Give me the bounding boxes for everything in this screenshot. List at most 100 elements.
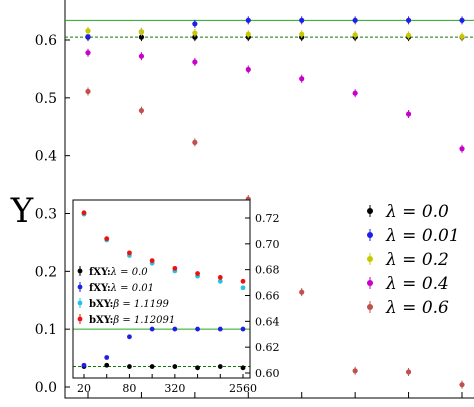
main-data-point: [138, 53, 145, 59]
main-data-point: [85, 88, 91, 95]
main-data-point: [405, 17, 412, 23]
inset-data-point: [240, 365, 246, 371]
main-data-point: [352, 32, 358, 38]
inset-data-point: [81, 362, 87, 368]
main-data-point: [459, 33, 465, 40]
inset-data-point: [104, 362, 110, 368]
legend-label: λ = 0.4: [385, 274, 449, 294]
inset-data-point: [217, 364, 223, 369]
main-y-tick-label: 0.0: [35, 380, 57, 396]
legend-label: λ = 0.01: [385, 226, 460, 246]
main-data-point: [299, 76, 305, 82]
main-data-point: [299, 31, 305, 37]
inset-legend: fXY:λ = 0.0 fXY:λ = 0.01 bXY:β = 1.1199 bXY…: [77, 266, 175, 326]
main-reference-lines: [65, 19, 474, 38]
inset-legend-label: fXY:λ = 0.01: [89, 283, 154, 294]
main-y-tick-label: 0.4: [35, 149, 57, 165]
inset-data-point: [81, 210, 87, 216]
inset-y-tick-label: 0.60: [255, 367, 280, 380]
legend-marker: [367, 208, 373, 214]
main-data-point: [138, 107, 145, 114]
main-data-point: [192, 21, 198, 27]
main-data-point: [85, 28, 91, 34]
inset-data-points: [81, 210, 246, 371]
main-data-point: [85, 50, 91, 56]
inset-y-tick-label: 0.66: [255, 290, 280, 303]
inset-y-tick-label: 0.68: [255, 264, 280, 277]
inset-plot-frame: [72, 199, 251, 379]
inset-data-point: [127, 364, 132, 369]
inset-y-tick-label: 0.72: [255, 212, 280, 225]
inset-data-point: [195, 326, 200, 332]
main-data-point: [352, 90, 358, 96]
main-data-point: [405, 32, 412, 38]
inset-legend-marker: [77, 316, 83, 322]
main-data-point: [405, 369, 412, 375]
main-data-point: [138, 34, 145, 40]
legend-marker: [367, 232, 373, 238]
inset-x-tick-label: 320: [164, 382, 185, 395]
main-data-point: [459, 382, 465, 388]
legend-marker: [367, 304, 373, 310]
inset-data-point: [240, 326, 246, 332]
main-data-point: [245, 31, 251, 37]
main-y-tick-label: 0.1: [35, 322, 57, 338]
main-plot: 0.00.10.20.30.40.50.6 Υ λ = 0.0λ = 0.01λ…: [10, 0, 474, 399]
inset-legend-label: bXY:β = 1.1199: [89, 299, 170, 310]
main-y-tick-label: 0.6: [35, 33, 57, 49]
main-data-point: [405, 111, 412, 117]
inset-data-point: [149, 364, 155, 369]
inset-legend-label: bXY:β = 1.12091: [89, 315, 175, 326]
main-plot-frame: [64, 0, 474, 399]
inset-y-tick-label: 0.62: [255, 341, 280, 354]
main-data-point: [85, 33, 91, 40]
inset-background: [73, 200, 250, 378]
inset-data-point: [217, 326, 223, 332]
main-data-point: [352, 368, 358, 374]
main-data-point: [299, 289, 305, 295]
inset-data-point: [217, 275, 223, 280]
inset-legend-marker: [77, 268, 83, 274]
main-data-point: [192, 59, 198, 65]
inset-y-tick-label: 0.64: [255, 315, 280, 328]
main-data-point: [459, 17, 465, 23]
inset-x-ticks: 20 80 320 2560: [77, 374, 257, 395]
main-data-point: [192, 139, 198, 145]
inset-data-point: [240, 285, 246, 291]
inset-x-tick-label: 20: [77, 382, 91, 395]
inset-y-tick-label: 0.70: [255, 238, 280, 251]
main-legend: λ = 0.0 λ = 0.01 λ = 0.2 λ = 0.4 λ = 0.6: [367, 202, 460, 318]
inset-legend-marker: [77, 300, 83, 306]
inset-data-point: [172, 265, 178, 271]
legend-label: λ = 0.0: [385, 202, 449, 222]
main-y-axis-label: Υ: [10, 191, 34, 231]
main-y-tick-label: 0.2: [35, 264, 57, 280]
legend-marker: [367, 256, 373, 262]
inset-y-ticks: 0.60 0.62 0.64 0.66 0.68 0.70 0.72: [245, 212, 280, 380]
inset-data-point: [127, 250, 132, 256]
main-x-ticks: [87, 392, 463, 398]
inset-data-point: [195, 271, 200, 276]
inset-data-point: [104, 355, 110, 360]
main-y-tick-label: 0.3: [35, 207, 57, 223]
inset-data-point: [149, 326, 155, 332]
main-data-point: [245, 17, 251, 23]
inset-plot: 0.60 0.62 0.64 0.66 0.68 0.70 0.72 20 80 320 2560…: [72, 199, 280, 395]
main-data-point: [138, 29, 145, 35]
legend-label: λ = 0.2: [385, 250, 449, 270]
inset-data-point: [104, 236, 110, 242]
main-data-points: [85, 16, 465, 389]
inset-data-point: [195, 365, 200, 371]
inset-x-tick-label: 2560: [229, 382, 257, 395]
inset-data-point: [149, 258, 155, 264]
main-y-tick-label: 0.5: [35, 91, 57, 107]
inset-legend-marker: [77, 284, 83, 290]
main-data-point: [299, 17, 305, 23]
inset-data-point: [127, 334, 132, 340]
inset-data-point: [240, 278, 246, 284]
legend-label: λ = 0.6: [385, 298, 449, 318]
legend-marker: [367, 280, 373, 286]
main-data-point: [192, 34, 198, 40]
inset-x-tick-label: 80: [122, 382, 136, 395]
